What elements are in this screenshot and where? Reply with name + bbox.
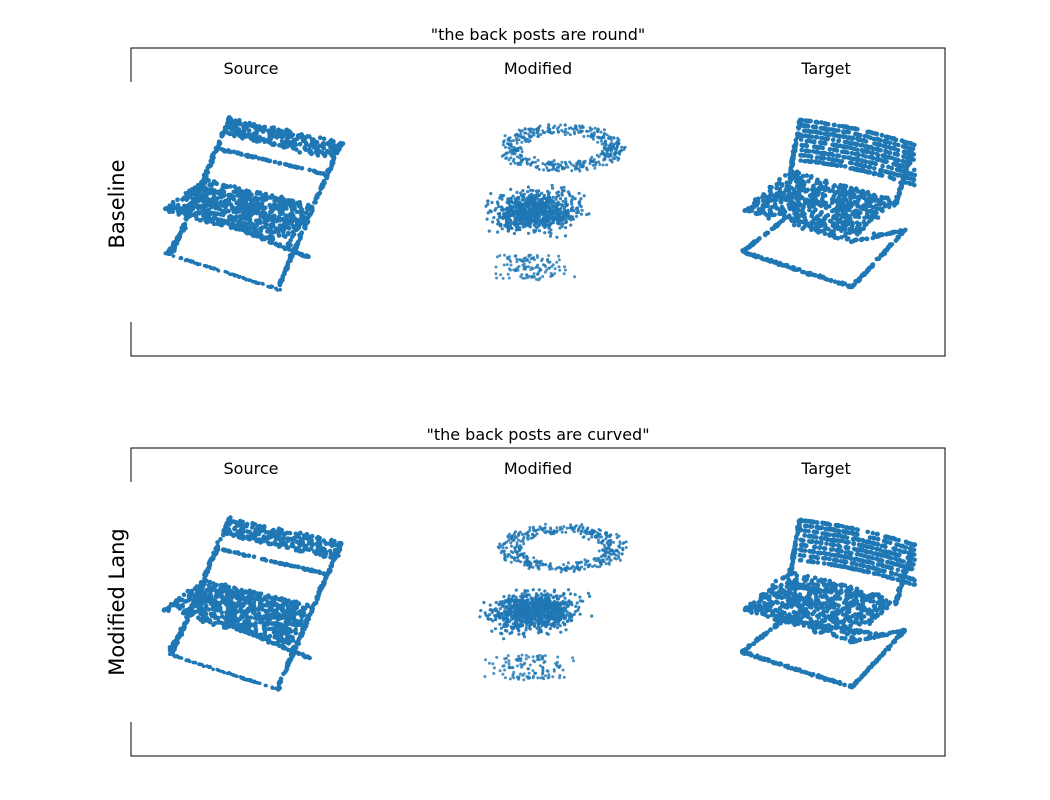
panel-title: "the back posts are curved" <box>426 425 649 444</box>
column-label-target: Target <box>800 459 851 478</box>
column-label-modified: Modified <box>504 59 572 78</box>
column-label-source: Source <box>224 59 279 78</box>
panel-modified-lang: "the back posts are curved" Modified Lan… <box>105 425 946 757</box>
point-cloud-source <box>163 115 346 292</box>
point-cloud-source <box>161 515 344 692</box>
column-label-source: Source <box>224 459 279 478</box>
point-cloud-target <box>739 517 918 690</box>
point-cloud-modified <box>478 522 628 682</box>
panel-title: "the back posts are round" <box>431 25 646 44</box>
row-label: Baseline <box>105 159 129 248</box>
column-label-modified: Modified <box>504 459 572 478</box>
point-cloud-modified <box>484 123 627 282</box>
panel-baseline: "the back posts are round" Baseline Sour… <box>105 25 946 357</box>
point-cloud-target <box>740 117 918 290</box>
column-label-target: Target <box>800 59 851 78</box>
row-label: Modified Lang <box>105 528 129 676</box>
